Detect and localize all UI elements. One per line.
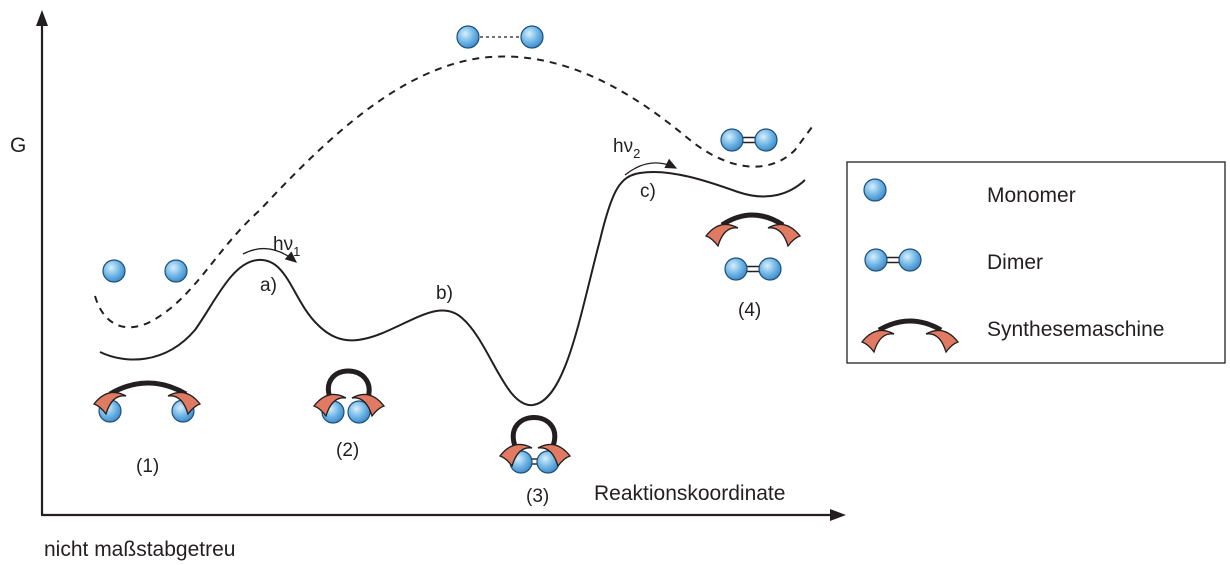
photon-label-2: hν2	[613, 136, 640, 161]
free-monomer-2-icon	[164, 259, 188, 283]
legend: Monomer Dimer Synthesemaschine	[846, 161, 1226, 364]
state-1-machine-icon	[93, 380, 201, 423]
legend-monomer-label: Monomer	[987, 184, 1076, 207]
photon-label-1: hν1	[273, 234, 300, 259]
x-axis-arrow-icon	[830, 509, 846, 521]
state-4-label: (4)	[738, 300, 761, 321]
transition-dimer-icon	[456, 25, 544, 49]
photon-arrow-2	[624, 158, 678, 176]
footnote: nicht maßstabgetreu	[44, 538, 236, 561]
dashed-energy-curve	[94, 55, 813, 329]
free-monomer-1-icon	[102, 259, 126, 283]
monomer-icon	[863, 178, 887, 202]
state-2-machine-icon	[313, 368, 385, 424]
x-axis-label: Reaktionskoordinate	[594, 482, 785, 505]
machine-icon	[861, 318, 959, 353]
step-label-b: b)	[436, 283, 453, 304]
state-4-dimer-icon	[725, 258, 781, 280]
state-2-label: (2)	[336, 440, 359, 461]
photon-arrow-1	[242, 247, 297, 263]
legend-dimer-label: Dimer	[987, 251, 1043, 274]
y-axis-arrow-icon	[36, 10, 48, 26]
product-dimer-icon	[721, 129, 777, 151]
state-3-machine-icon	[499, 415, 571, 474]
step-label-a: a)	[260, 275, 277, 296]
solid-energy-curve	[99, 171, 806, 407]
state-3-label: (3)	[526, 486, 549, 507]
legend-machine-label: Synthesemaschine	[987, 318, 1164, 341]
state-4-machine-icon	[705, 212, 801, 247]
y-axis-label: G	[10, 134, 26, 157]
step-label-c: c)	[640, 181, 656, 202]
state-1-label: (1)	[136, 456, 159, 477]
